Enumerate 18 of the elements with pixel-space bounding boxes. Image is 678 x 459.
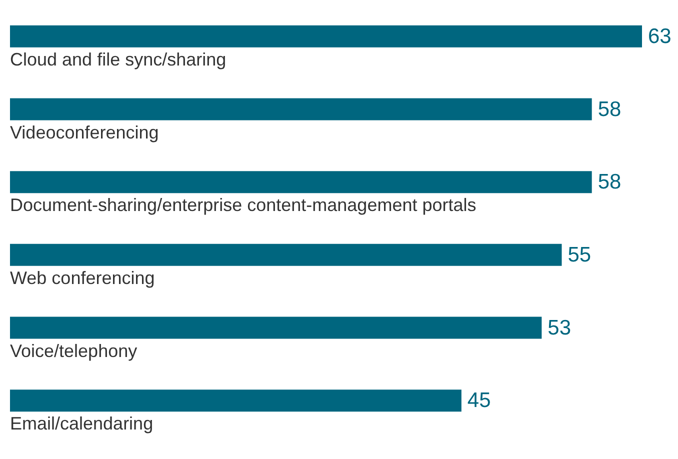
data-label: 55 [568,243,592,266]
y-tick-label: Web conferencing [10,268,155,288]
y-tick-label: Voice/telephony [10,340,138,361]
data-label: 58 [598,98,622,121]
y-tick-label: Videoconferencing [10,122,159,142]
data-label: 63 [648,24,672,48]
bar [10,98,592,120]
bar [10,171,592,194]
bar [10,25,642,48]
y-tick-label: Document-sharing/enterprise content-management portals [10,195,476,216]
bar [10,244,562,266]
data-label: 45 [467,389,491,412]
y-tick-label: Email/calendaring [10,414,154,434]
bar [10,390,462,412]
y-tick-label: Cloud and file sync/sharing [10,49,226,70]
data-label: 58 [598,170,622,194]
data-label: 53 [548,316,572,340]
bar [10,316,542,339]
